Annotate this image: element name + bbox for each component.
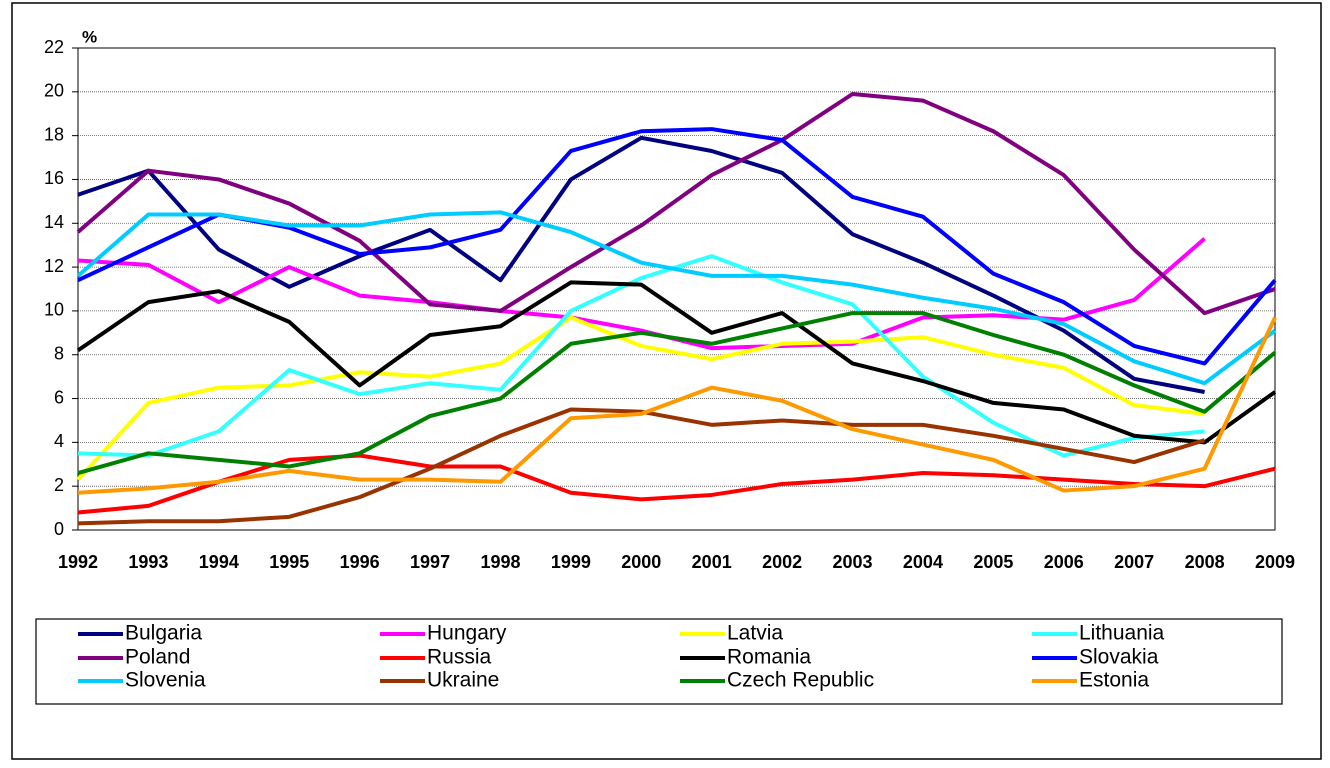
x-tick-label: 2008 — [1185, 552, 1225, 572]
x-tick-label: 2000 — [621, 552, 661, 572]
y-tick-label: 4 — [54, 431, 64, 451]
series-line — [76, 280, 1277, 445]
x-tick-label: 1993 — [128, 552, 168, 572]
legend-label: Lithuania — [1079, 622, 1165, 645]
series-line — [77, 316, 1277, 495]
legend-label: Slovenia — [125, 669, 206, 692]
y-tick-label: 2 — [54, 475, 64, 495]
x-tick-label: 2006 — [1044, 552, 1084, 572]
legend-label: Bulgaria — [125, 622, 202, 645]
y-axis-label: % — [82, 27, 97, 46]
x-tick-label: 1996 — [340, 552, 380, 572]
legend-label: Ukraine — [427, 669, 499, 692]
legend-label: Russia — [427, 646, 492, 669]
x-tick-label: 2002 — [762, 552, 802, 572]
legend-label: Latvia — [727, 622, 783, 645]
legend-label: Romania — [727, 646, 811, 669]
series-line — [77, 135, 1205, 394]
legend-label: Czech Republic — [727, 669, 874, 692]
x-tick-label: 1995 — [269, 552, 309, 572]
y-tick-label: 12 — [44, 256, 64, 276]
x-tick-label: 2001 — [692, 552, 732, 572]
series-line — [76, 210, 1277, 386]
series-line — [77, 407, 1206, 526]
y-tick-label: 14 — [44, 212, 64, 232]
x-tick-label: 2003 — [833, 552, 873, 572]
series-line — [77, 237, 1206, 351]
y-tick-label: 20 — [44, 81, 64, 101]
y-tick-label: 0 — [54, 519, 64, 539]
legend-label: Poland — [125, 646, 190, 669]
y-tick-label: 22 — [44, 37, 64, 57]
legend-label: Hungary — [427, 622, 507, 645]
x-tick-label: 1994 — [199, 552, 239, 572]
series-line — [77, 254, 1205, 458]
x-tick-label: 2004 — [903, 552, 943, 572]
y-tick-label: 18 — [44, 124, 64, 144]
x-tick-label: 1999 — [551, 552, 591, 572]
series-line — [76, 92, 1276, 316]
x-tick-label: 1992 — [58, 552, 98, 572]
y-tick-label: 8 — [54, 343, 64, 363]
x-tick-label: 2009 — [1255, 552, 1295, 572]
y-tick-label: 16 — [44, 168, 64, 188]
y-tick-label: 10 — [44, 300, 64, 320]
x-tick-label: 2007 — [1114, 552, 1154, 572]
series-line — [76, 315, 1205, 481]
x-tick-label: 2005 — [973, 552, 1013, 572]
series-line — [77, 311, 1277, 475]
y-tick-label: 6 — [54, 387, 64, 407]
x-tick-label: 1998 — [480, 552, 520, 572]
x-tick-label: 1997 — [410, 552, 450, 572]
legend-label: Slovakia — [1079, 646, 1159, 669]
legend-label: Estonia — [1079, 669, 1149, 692]
